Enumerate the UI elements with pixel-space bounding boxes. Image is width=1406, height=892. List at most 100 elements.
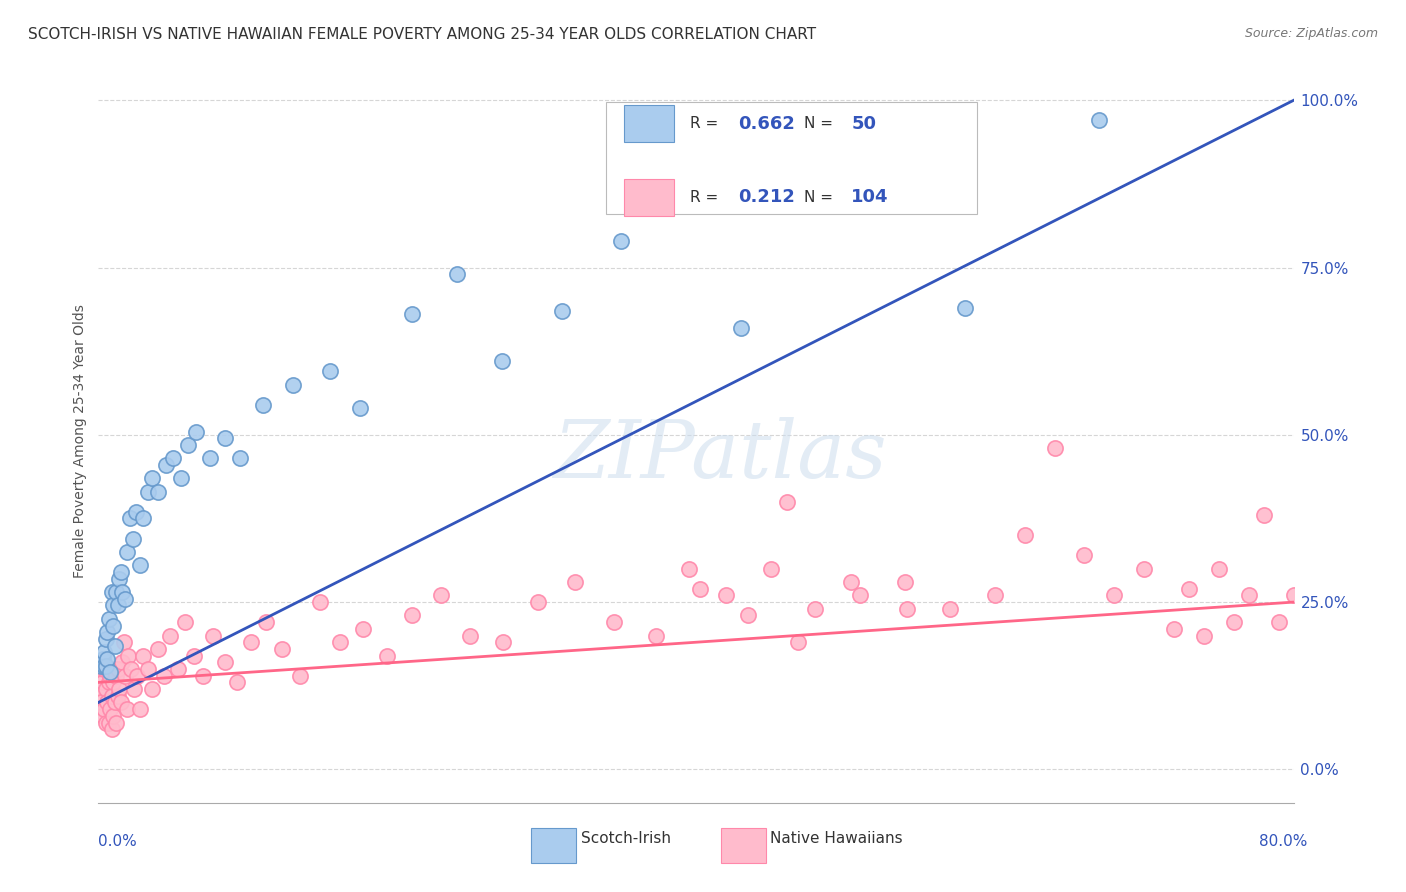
Point <box>97 675 120 690</box>
Text: 0.662: 0.662 <box>738 115 794 133</box>
Point <box>129 558 152 573</box>
Point <box>1372 681 1395 696</box>
Point <box>90 696 112 710</box>
Point <box>1282 589 1305 603</box>
Point <box>1357 622 1379 636</box>
Point <box>96 662 118 676</box>
Point <box>214 431 236 445</box>
Point <box>105 585 128 599</box>
Text: SCOTCH-IRISH VS NATIVE HAWAIIAN FEMALE POVERTY AMONG 25-34 YEAR OLDS CORRELATION: SCOTCH-IRISH VS NATIVE HAWAIIAN FEMALE P… <box>28 27 817 42</box>
Point <box>91 652 114 666</box>
Point <box>101 689 124 703</box>
Point <box>191 669 214 683</box>
Point <box>714 589 737 603</box>
Point <box>229 451 252 466</box>
Point <box>352 622 374 636</box>
Point <box>446 268 468 282</box>
Point <box>939 602 962 616</box>
Point <box>114 591 136 606</box>
Point <box>148 484 170 499</box>
Point <box>117 648 139 663</box>
Point <box>319 364 342 378</box>
Point <box>94 715 117 730</box>
Point <box>776 494 799 508</box>
Point <box>460 628 482 642</box>
Point <box>96 696 118 710</box>
Text: R =: R = <box>690 190 723 205</box>
Point <box>141 471 163 485</box>
Text: Source: ZipAtlas.com: Source: ZipAtlas.com <box>1244 27 1378 40</box>
Text: 50: 50 <box>852 115 876 133</box>
Point <box>491 354 513 368</box>
Point <box>1327 642 1350 657</box>
Point <box>90 658 112 673</box>
Point <box>610 234 633 248</box>
Point <box>252 398 274 412</box>
Point <box>1043 442 1066 455</box>
Text: Scotch-Irish: Scotch-Irish <box>581 831 671 846</box>
Point <box>271 642 294 657</box>
Point <box>129 702 152 716</box>
Point <box>644 628 666 642</box>
Point <box>103 599 125 613</box>
Point <box>90 681 112 696</box>
Point <box>1208 562 1230 576</box>
Point <box>896 602 918 616</box>
Point <box>1253 508 1275 523</box>
Point <box>1386 702 1406 716</box>
Point <box>115 545 138 559</box>
Point <box>114 669 136 683</box>
Point <box>894 574 917 589</box>
Point <box>94 632 117 646</box>
Point <box>91 708 114 723</box>
Point <box>98 669 122 683</box>
Point <box>1192 628 1215 642</box>
Point <box>1163 622 1185 636</box>
Point <box>118 511 141 525</box>
Point <box>108 572 131 586</box>
Point <box>94 681 117 696</box>
Point <box>107 662 129 676</box>
FancyBboxPatch shape <box>624 178 675 216</box>
Point <box>105 669 128 683</box>
Point <box>202 628 225 642</box>
Point <box>101 585 124 599</box>
Point <box>112 635 135 649</box>
Point <box>121 532 143 546</box>
Point <box>125 505 148 519</box>
Point <box>308 595 330 609</box>
Point <box>103 618 125 632</box>
Point <box>288 669 311 683</box>
Point <box>1014 528 1036 542</box>
Point <box>110 696 132 710</box>
Point <box>1133 562 1156 576</box>
Text: 0.0%: 0.0% <box>98 834 138 849</box>
Point <box>89 662 111 676</box>
Point <box>349 401 371 416</box>
Point <box>526 595 548 609</box>
Point <box>184 425 207 439</box>
Point <box>132 648 155 663</box>
Point <box>329 635 352 649</box>
Point <box>226 675 249 690</box>
Point <box>737 608 759 623</box>
Point <box>93 662 115 676</box>
Point <box>141 681 163 696</box>
Point <box>1088 113 1111 128</box>
Point <box>730 320 752 334</box>
Point <box>401 307 423 322</box>
Point <box>136 484 159 499</box>
Point <box>401 608 423 623</box>
Point <box>103 708 125 723</box>
Point <box>162 451 184 466</box>
Point <box>104 639 127 653</box>
Point <box>1312 628 1334 642</box>
Point <box>564 574 586 589</box>
Point <box>953 301 976 315</box>
Text: 104: 104 <box>852 188 889 206</box>
Point <box>1073 548 1095 563</box>
Text: 80.0%: 80.0% <box>1260 834 1308 849</box>
Point <box>93 645 115 659</box>
Point <box>174 615 197 630</box>
Point <box>107 689 129 703</box>
